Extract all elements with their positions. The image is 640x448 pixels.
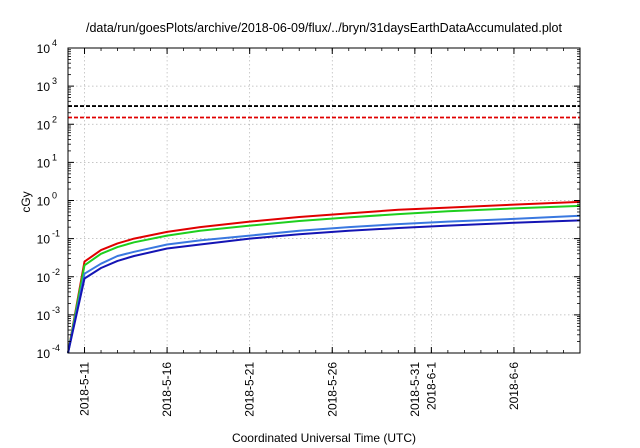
y-tick-label: 10 [37,347,51,361]
series-lines [67,200,581,354]
x-tick-label: 2018-5-31 [408,362,422,417]
y-axis-label: cGy [19,191,33,212]
y-tick-label-exponent: 3 [52,76,57,86]
x-tick-label: 2018-5-11 [78,362,92,416]
x-tick-label: 2018-5-26 [325,362,339,417]
x-tick-label: 2018-5-16 [160,362,174,417]
y-tick-label: 10 [37,80,51,94]
x-tick-label: 2018-6-1 [424,362,438,410]
x-axis: 2018-5-11 2018-5-16 2018-5-21 2018-5-26 2018… [67,48,581,417]
thresholds [68,105,580,119]
y-tick-label-exponent: 2 [52,114,57,124]
y-tick-label-exponent: -1 [52,229,60,239]
y-tick-label: 10 [37,233,51,247]
series-line [67,219,581,354]
y-tick-label-exponent: -2 [52,267,60,277]
series-line [67,200,581,354]
y-tick-label-exponent: -4 [52,343,60,353]
y-tick-label-exponent: -3 [52,305,60,315]
x-tick-label: 2018-5-21 [243,362,257,417]
series-line [67,204,581,354]
chart-title: /data/run/goesPlots/archive/2018-06-09/f… [86,21,562,35]
y-tick-label: 10 [37,156,51,170]
y-tick-label: 10 [37,42,51,56]
x-tick-label: 2018-6-6 [507,362,521,410]
series-line [67,214,581,354]
y-tick-label-exponent: 0 [52,191,57,201]
y-tick-label-exponent: 4 [52,38,57,48]
y-tick-label-exponent: 1 [52,152,57,162]
y-tick-label: 10 [37,271,51,285]
x-axis-label: Coordinated Universal Time (UTC) [232,431,416,445]
y-tick-label: 10 [37,195,51,209]
y-tick-label: 10 [37,309,51,323]
y-tick-label: 10 [37,118,51,132]
grid [68,48,580,353]
